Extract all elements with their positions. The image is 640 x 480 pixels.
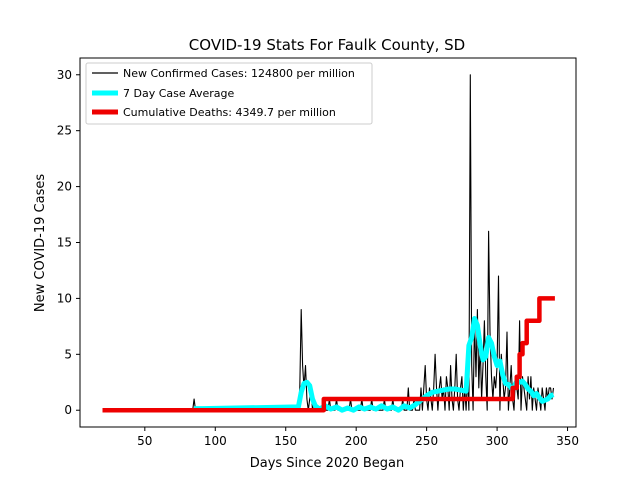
series-layer (102, 74, 555, 413)
x-tick-label: 250 (415, 434, 438, 448)
legend-label-cumulative-deaths: Cumulative Deaths: 4349.7 per million (123, 106, 336, 119)
y-tick-label: 20 (57, 180, 72, 194)
legend-label-7day-average: 7 Day Case Average (123, 87, 235, 100)
cumulative-deaths-line (102, 296, 555, 413)
chart-title: COVID-19 Stats For Faulk County, SD (189, 36, 465, 54)
seven-day-average-line (194, 316, 555, 413)
y-tick-label: 10 (57, 291, 72, 305)
x-axis: 50 100 150 200 250 300 350 (137, 427, 579, 448)
legend-label-new-cases: New Confirmed Cases: 124800 per million (123, 67, 355, 80)
y-tick-label: 0 (64, 403, 72, 417)
y-axis-label: New COVID-19 Cases (33, 174, 48, 312)
x-tick-label: 300 (486, 434, 509, 448)
x-tick-label: 100 (204, 434, 227, 448)
x-tick-label: 150 (274, 434, 297, 448)
x-tick-label: 50 (137, 434, 152, 448)
x-axis-label: Days Since 2020 Began (250, 456, 405, 471)
legend: New Confirmed Cases: 124800 per million … (85, 62, 373, 125)
legend-box (85, 62, 373, 125)
y-tick-label: 15 (57, 236, 72, 250)
y-axis: 0 5 10 15 20 25 30 (57, 68, 80, 417)
new-cases-line (102, 74, 555, 411)
y-tick-label: 25 (57, 124, 72, 138)
x-tick-label: 200 (345, 434, 368, 448)
y-tick-label: 5 (64, 347, 72, 361)
x-tick-label: 350 (556, 434, 579, 448)
y-tick-label: 30 (57, 68, 72, 82)
